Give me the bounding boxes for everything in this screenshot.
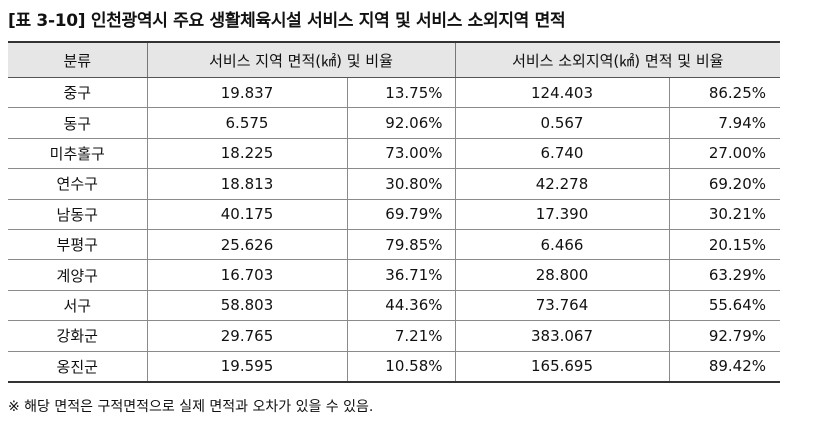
cell-excluded-area: 73.764: [454, 289, 670, 322]
cell-service-ratio: 44.36%: [346, 289, 456, 322]
cell-district: 연수구: [8, 168, 148, 200]
cell-district: 미추홀구: [8, 137, 148, 170]
cell-service-ratio: 36.71%: [346, 259, 456, 291]
table-row: 중구 19.837 13.75% 124.403 86.25%: [8, 76, 781, 109]
table-row: 서구 58.803 44.36% 73.764 55.64%: [8, 289, 781, 322]
cell-excluded-ratio: 27.00%: [668, 137, 781, 170]
table-row: 동구 6.575 92.06% 0.567 7.94%: [8, 107, 781, 139]
table-row: 옹진군 19.595 10.58% 165.695 89.42%: [8, 350, 781, 383]
cell-excluded-ratio: 30.21%: [668, 198, 781, 230]
cell-excluded-area: 124.403: [454, 76, 670, 109]
service-area-table: 분류 서비스 지역 면적(㎢) 및 비율 서비스 소외지역(㎢) 면적 및 비율…: [8, 41, 781, 383]
table-title: [표 3-10] 인천광역시 주요 생활체육시설 서비스 지역 및 서비스 소외…: [8, 11, 566, 31]
cell-service-area: 6.575: [146, 107, 348, 139]
cell-service-area: 18.225: [146, 137, 348, 170]
header-excluded-area: 서비스 소외지역(㎢) 면적 및 비율: [454, 41, 781, 78]
cell-service-ratio: 92.06%: [346, 107, 456, 139]
table-row: 계양구 16.703 36.71% 28.800 63.29%: [8, 259, 781, 291]
cell-service-ratio: 7.21%: [346, 320, 456, 352]
cell-excluded-ratio: 89.42%: [668, 350, 781, 383]
cell-service-ratio: 73.00%: [346, 137, 456, 170]
cell-district: 부평구: [8, 228, 148, 261]
table-row: 남동구 40.175 69.79% 17.390 30.21%: [8, 198, 781, 230]
cell-district: 동구: [8, 107, 148, 139]
table-header-row: 분류 서비스 지역 면적(㎢) 및 비율 서비스 소외지역(㎢) 면적 및 비율: [8, 41, 781, 78]
cell-district: 계양구: [8, 259, 148, 291]
cell-district: 옹진군: [8, 350, 148, 383]
cell-excluded-ratio: 55.64%: [668, 289, 781, 322]
cell-excluded-ratio: 86.25%: [668, 76, 781, 109]
table-body: 중구 19.837 13.75% 124.403 86.25% 동구 6.575 92.06%…: [8, 76, 781, 383]
cell-excluded-area: 6.740: [454, 137, 670, 170]
cell-service-area: 58.803: [146, 289, 348, 322]
cell-service-area: 29.765: [146, 320, 348, 352]
cell-excluded-ratio: 20.15%: [668, 228, 781, 261]
cell-service-area: 40.175: [146, 198, 348, 230]
cell-excluded-ratio: 69.20%: [668, 168, 781, 200]
cell-excluded-ratio: 63.29%: [668, 259, 781, 291]
cell-service-ratio: 13.75%: [346, 76, 456, 109]
cell-excluded-area: 42.278: [454, 168, 670, 200]
cell-excluded-ratio: 92.79%: [668, 320, 781, 352]
cell-excluded-area: 383.067: [454, 320, 670, 352]
cell-district: 중구: [8, 76, 148, 109]
cell-service-area: 19.837: [146, 76, 348, 109]
cell-district: 강화군: [8, 320, 148, 352]
cell-excluded-area: 165.695: [454, 350, 670, 383]
cell-district: 서구: [8, 289, 148, 322]
table-row: 미추홀구 18.225 73.00% 6.740 27.00%: [8, 137, 781, 170]
cell-excluded-ratio: 7.94%: [668, 107, 781, 139]
cell-service-area: 25.626: [146, 228, 348, 261]
cell-service-ratio: 69.79%: [346, 198, 456, 230]
header-category: 분류: [8, 41, 148, 78]
cell-district: 남동구: [8, 198, 148, 230]
header-service-area: 서비스 지역 면적(㎢) 및 비율: [146, 41, 456, 78]
cell-service-ratio: 30.80%: [346, 168, 456, 200]
cell-service-area: 19.595: [146, 350, 348, 383]
table-row: 연수구 18.813 30.80% 42.278 69.20%: [8, 168, 781, 200]
cell-service-ratio: 79.85%: [346, 228, 456, 261]
cell-excluded-area: 28.800: [454, 259, 670, 291]
cell-excluded-area: 0.567: [454, 107, 670, 139]
cell-service-ratio: 10.58%: [346, 350, 456, 383]
table-row: 강화군 29.765 7.21% 383.067 92.79%: [8, 320, 781, 352]
footnote: ※ 해당 면적은 구적면적으로 실제 면적과 오차가 있을 수 있음.: [8, 399, 374, 415]
table-row: 부평구 25.626 79.85% 6.466 20.15%: [8, 228, 781, 261]
cell-service-area: 16.703: [146, 259, 348, 291]
cell-excluded-area: 6.466: [454, 228, 670, 261]
cell-excluded-area: 17.390: [454, 198, 670, 230]
cell-service-area: 18.813: [146, 168, 348, 200]
